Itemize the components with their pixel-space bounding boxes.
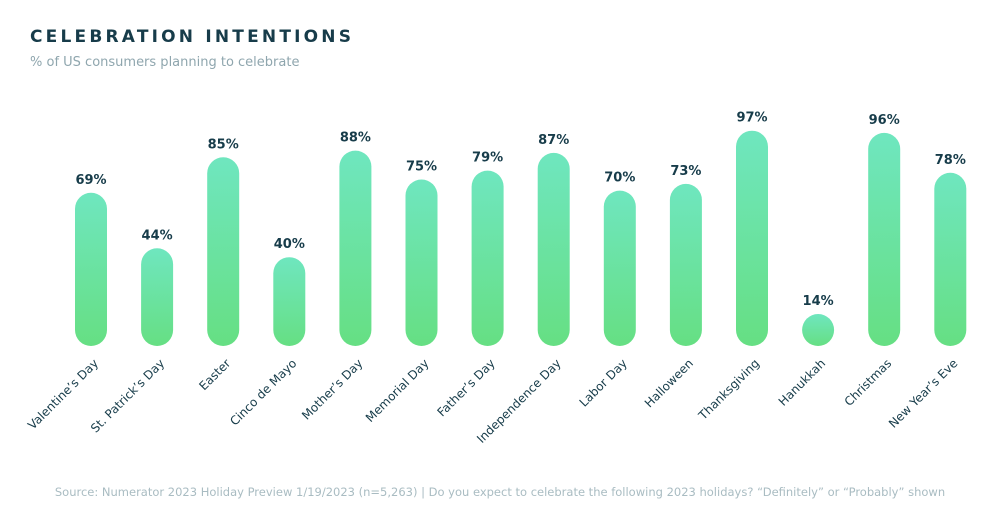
chart-subtitle: % of US consumers planning to celebrate	[30, 55, 300, 70]
value-label-thanksgiving: 97%	[736, 111, 767, 126]
category-label-halloween: Halloween	[642, 356, 696, 410]
bar-new-years-eve	[934, 172, 967, 346]
bar-st-patricks-day	[141, 248, 174, 346]
category-label-fathers-day: Father’s Day	[435, 356, 498, 419]
bar-easter	[207, 157, 240, 346]
category-label-memorial-day: Memorial Day	[363, 356, 432, 425]
bar-cinco-de-mayo	[273, 257, 306, 346]
value-label-labor-day: 70%	[604, 171, 635, 186]
value-label-hanukkah: 14%	[803, 294, 834, 309]
value-label-memorial-day: 75%	[406, 160, 437, 175]
bar-christmas	[868, 132, 901, 346]
chart-title: CELEBRATION INTENTIONS	[30, 27, 355, 47]
value-label-easter: 85%	[208, 137, 239, 152]
bar-valentines-day	[75, 192, 107, 346]
value-label-independence-day: 87%	[538, 133, 569, 148]
category-label-thanksgiving: Thanksgiving	[695, 356, 762, 423]
source-note: Source: Numerator 2023 Holiday Preview 1…	[54, 485, 946, 499]
category-label-hanukkah: Hanukkah	[776, 356, 828, 408]
value-label-st-patricks-day: 44%	[142, 228, 173, 243]
category-label-mothers-day: Mother’s Day	[299, 356, 365, 422]
bar-independence-day	[537, 152, 570, 346]
category-label-valentines-day: Valentine’s Day	[25, 356, 101, 432]
category-label-christmas: Christmas	[842, 356, 895, 409]
value-label-christmas: 96%	[869, 113, 900, 128]
bar-fathers-day	[471, 170, 504, 346]
bar-memorial-day	[405, 179, 438, 346]
bar-mothers-day	[339, 150, 372, 346]
category-label-cinco-de-mayo: Cinco de Mayo	[227, 356, 299, 428]
bars-layer	[75, 130, 967, 346]
category-label-st-patricks-day: St. Patrick’s Day	[88, 356, 167, 435]
value-label-cinco-de-mayo: 40%	[274, 237, 305, 252]
bar-thanksgiving	[736, 130, 768, 346]
value-label-valentines-day: 69%	[75, 173, 106, 188]
value-label-new-years-eve: 78%	[935, 153, 966, 168]
value-label-fathers-day: 79%	[472, 151, 503, 166]
category-label-easter: Easter	[196, 356, 233, 393]
category-label-labor-day: Labor Day	[577, 356, 630, 409]
bar-halloween	[669, 183, 702, 346]
value-labels-layer: 69% 44% 85% 40% 88% 75% 79% 87% 70% 73% 97% 14% 96% 7…	[75, 111, 965, 309]
category-label-new-years-eve: New Year’s Eve	[886, 356, 960, 430]
bar-labor-day	[603, 190, 636, 346]
value-label-mothers-day: 88%	[340, 131, 371, 146]
bar-hanukkah	[802, 314, 835, 346]
value-label-halloween: 73%	[670, 164, 701, 179]
